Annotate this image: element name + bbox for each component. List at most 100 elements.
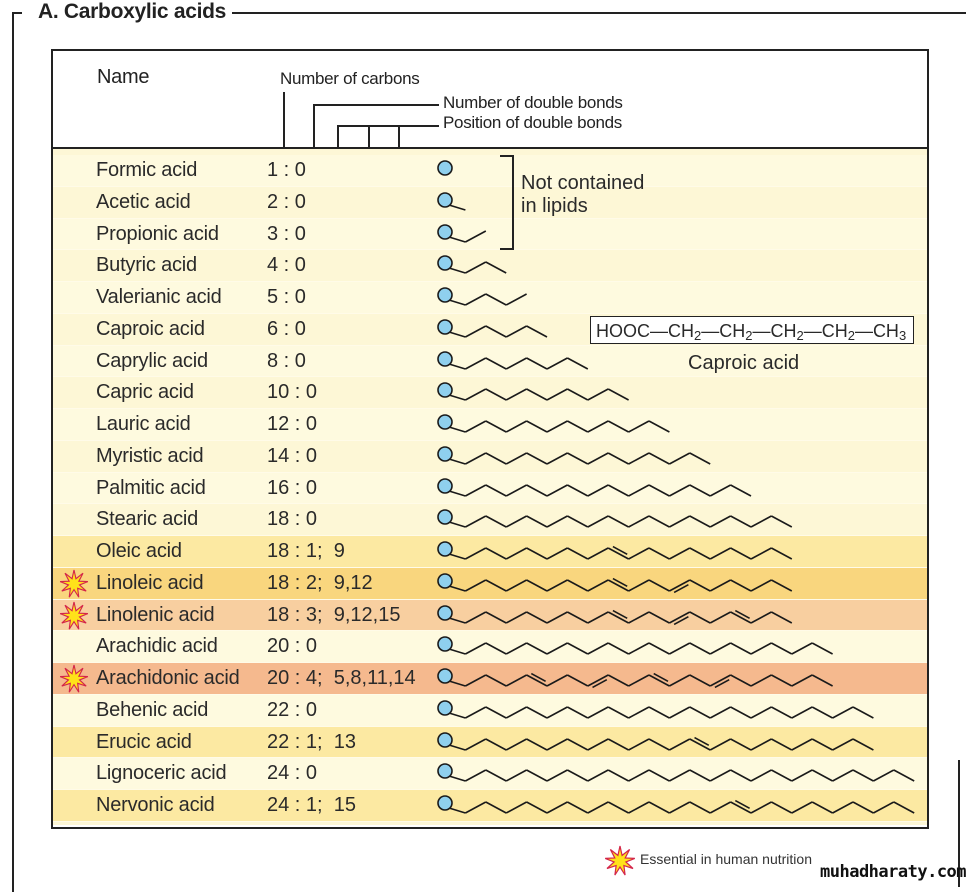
carbon-bond	[750, 642, 772, 655]
carbon-bond	[648, 769, 670, 782]
carboxyl-group-circle	[437, 350, 453, 367]
carbon-bond	[689, 483, 711, 497]
leader-line	[313, 104, 315, 158]
carboxyl-group-circle	[437, 414, 453, 430]
carboxyl-group-circle	[437, 763, 453, 780]
carbon-bond	[465, 388, 487, 401]
table-row: Erucic acid 22 : 1; 13	[53, 726, 927, 759]
carbon-bond	[485, 325, 507, 338]
carbon-bond	[448, 489, 466, 497]
table-row: Caprylic acid 8 : 0	[53, 345, 927, 378]
carbon-bond	[771, 801, 793, 814]
carbon-bond	[465, 515, 487, 528]
header-number-of-carbons: Number of carbons	[280, 69, 420, 88]
carbon-bond	[669, 483, 691, 497]
carbon-bond	[832, 801, 854, 814]
structure-diagram	[437, 731, 874, 751]
carbon-bond	[448, 775, 466, 783]
carbon-bond	[587, 801, 609, 814]
acid-notation: 8 : 0	[267, 349, 306, 372]
carbon-bond	[811, 801, 833, 814]
carbon-bond	[669, 737, 691, 751]
carboxyl-group-circle	[437, 668, 453, 684]
carbon-bond	[669, 579, 691, 592]
carbon-bond	[669, 769, 691, 782]
watermark: muhadharaty.com	[820, 862, 966, 882]
table-row: Behenic acid 22 : 0	[53, 694, 927, 727]
carbon-bond	[485, 547, 507, 560]
table-row: Linoleic acid 18 : 2; 9,12	[53, 567, 927, 600]
carbon-bond	[465, 229, 487, 243]
carboxyl-group-circle	[437, 318, 453, 335]
table-row: Valerianic acid 5 : 0	[53, 282, 927, 314]
carbon-bond	[607, 769, 629, 782]
star-burst-icon	[59, 601, 89, 630]
acid-name: Propionic acid	[96, 222, 219, 245]
carbon-bond	[607, 483, 629, 497]
carboxyl-group-circle	[437, 160, 453, 176]
double-bond	[612, 577, 628, 587]
carbon-bond	[628, 674, 650, 687]
carbon-bond	[669, 706, 691, 719]
star-burst-shape	[59, 664, 89, 693]
carbon-bond	[628, 642, 650, 655]
carbon-bond	[465, 293, 487, 306]
carboxyl-group-circle	[437, 223, 453, 240]
acid-name: Arachidonic acid	[96, 667, 240, 689]
acid-notation: 16 : 0	[267, 476, 318, 499]
carbon-bond	[465, 769, 487, 782]
leader-line	[368, 125, 370, 158]
acid-name: Lauric acid	[96, 413, 191, 435]
carbon-bond	[587, 706, 609, 719]
structure-diagram	[437, 382, 629, 402]
carboxyl-group-circle	[437, 636, 453, 653]
structure-diagram	[437, 604, 793, 625]
acid-notation: 24 : 0	[267, 762, 318, 785]
acid-notation: 24 : 1; 15	[267, 794, 356, 816]
frame-border-right	[958, 760, 960, 887]
carbon-bond	[448, 711, 466, 719]
carbon-bond	[669, 515, 691, 528]
carbon-bond	[832, 769, 854, 782]
double-bond	[530, 672, 546, 682]
formula-subscript: 2	[745, 328, 753, 343]
carbon-bond	[526, 674, 548, 687]
table-row: Arachidic acid 20 : 0	[53, 631, 927, 663]
carbon-bond	[730, 706, 752, 719]
acid-notation: 12 : 0	[267, 413, 318, 435]
carbon-bond	[689, 801, 711, 814]
table-row: Capric acid 10 : 0	[53, 377, 927, 409]
carbon-bond	[750, 737, 772, 751]
carbon-bond	[465, 674, 487, 687]
acid-name: Valerianic acid	[96, 286, 222, 308]
acid-name: Acetic acid	[96, 190, 191, 213]
double-bond	[612, 609, 628, 619]
acid-notation: 18 : 0	[267, 508, 318, 531]
carbon-bond	[448, 648, 466, 656]
carbon-bond	[587, 642, 609, 655]
carboxyl-group-circle	[437, 572, 453, 589]
acid-notation: 6 : 0	[267, 317, 306, 340]
carbon-bond	[832, 737, 854, 751]
carbon-bond	[448, 584, 466, 592]
carbon-bond	[526, 388, 548, 401]
carbon-bond	[505, 325, 527, 338]
carbon-bond	[669, 610, 691, 624]
carboxyl-group-circle	[437, 255, 453, 272]
carboxyl-group-circle	[437, 795, 453, 811]
carbon-bond	[730, 610, 752, 624]
carbon-bond	[771, 515, 793, 528]
bracket	[500, 248, 514, 250]
carbon-bond	[607, 515, 629, 528]
carbon-bond	[669, 801, 691, 814]
carbon-bond	[546, 674, 568, 687]
carbon-bond	[587, 674, 609, 687]
carbon-bond	[709, 483, 731, 497]
carboxyl-group-circle	[437, 541, 453, 557]
carbon-bond	[485, 674, 507, 687]
carbon-bond	[465, 737, 487, 751]
carbon-bond	[791, 801, 813, 814]
carbon-bond	[648, 547, 670, 560]
carbon-bond	[791, 674, 813, 687]
table-row: Linolenic acid 18 : 3; 9,12,15	[53, 599, 927, 632]
